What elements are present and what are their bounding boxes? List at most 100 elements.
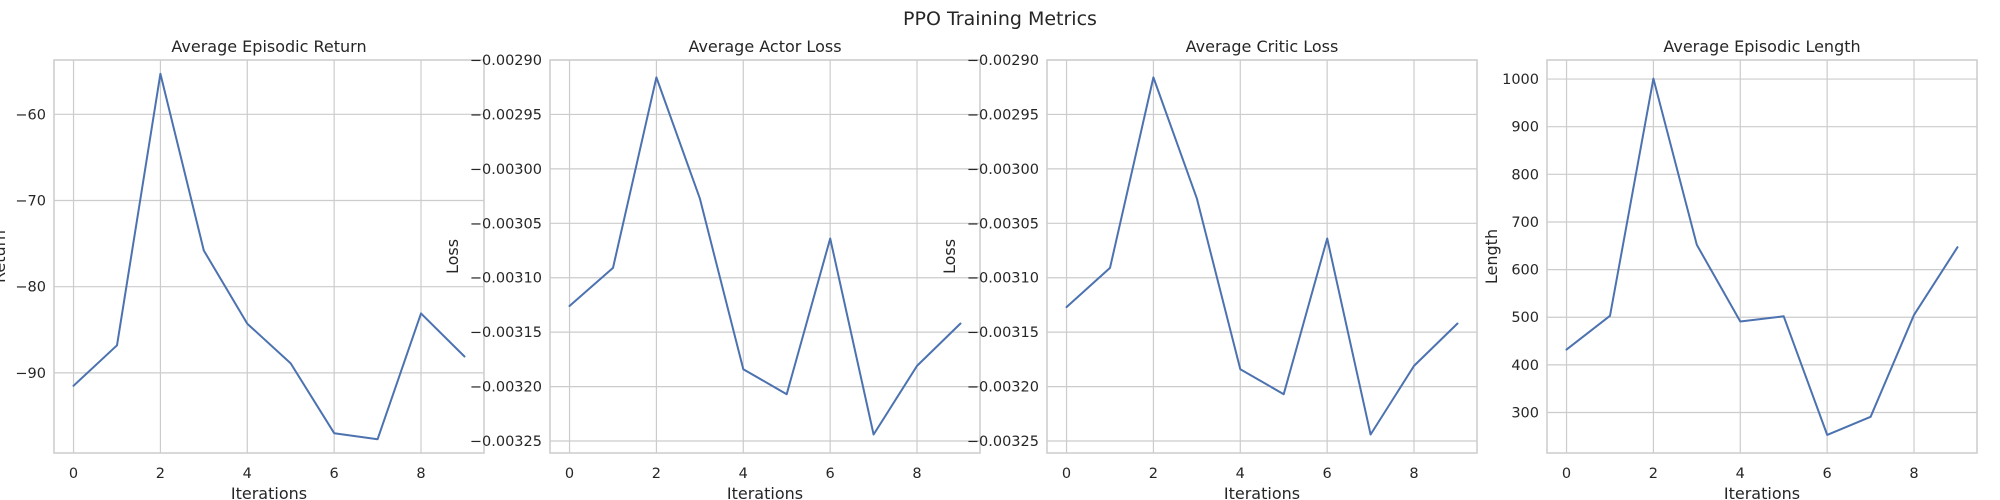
x-tick-label: 0 <box>1562 466 1571 482</box>
series-line <box>1065 76 1459 436</box>
subplot-1: 0 2 4 6 8 −90 −80 −70 −60 Average Episodic Return… <box>0 37 485 500</box>
x-tick-label: 8 <box>1409 466 1418 482</box>
y-tick-label: −0.00325 <box>967 434 1039 450</box>
data-point <box>1196 197 1198 199</box>
x-tick-label: 4 <box>1236 466 1245 482</box>
data-point <box>1413 365 1415 367</box>
y-tick-label: −0.00305 <box>470 216 542 232</box>
x-tick-label: 8 <box>912 466 921 482</box>
subplot-2: 0 2 4 6 8 −0.00325 −0.00320 −0.00315 −0.00310 −0.… <box>443 37 981 500</box>
subplot-3: 0 2 4 6 8 −0.00325 −0.00320 −0.00315 −0.00310 −0.… <box>940 37 1478 500</box>
axes-frame <box>53 59 485 454</box>
x-tick-label: 0 <box>69 466 78 482</box>
y-tick-label: −70 <box>15 193 46 209</box>
x-tick-label: 2 <box>1649 466 1658 482</box>
y-tick-label: −0.00300 <box>470 162 542 178</box>
x-tick-label: 2 <box>1149 466 1158 482</box>
subplots: 0 2 4 6 8 −90 −80 −70 −60 Average Episodic Return… <box>0 37 1978 500</box>
subplot-4: 0 2 4 6 8 300 400 500 600 700 800 900 1000 Average Ep… <box>1482 37 1978 500</box>
series-line <box>72 72 466 441</box>
data-point <box>959 322 961 324</box>
data-point <box>1696 244 1698 246</box>
y-axis-label: Loss <box>443 239 462 274</box>
data-point <box>742 368 744 370</box>
y-tick-label: 600 <box>1511 263 1539 279</box>
data-point <box>420 312 422 314</box>
axes-frame <box>549 59 981 454</box>
x-tick-label: 2 <box>156 466 165 482</box>
data-point <box>377 438 379 440</box>
data-point <box>699 197 701 199</box>
x-axis-label: Iterations <box>231 484 307 500</box>
y-tick-label: −90 <box>15 366 46 382</box>
y-tick-label: −60 <box>15 107 46 123</box>
x-tick-label: 6 <box>1323 466 1332 482</box>
x-tick-label: 4 <box>739 466 748 482</box>
data-point <box>786 393 788 395</box>
data-point <box>246 323 248 325</box>
y-tick-label: −0.00295 <box>470 107 542 123</box>
data-point <box>916 365 918 367</box>
data-point <box>1652 78 1654 80</box>
axes-frame <box>1046 59 1478 454</box>
x-tick-label: 4 <box>243 466 252 482</box>
y-tick-label: −0.00295 <box>967 107 1039 123</box>
data-point <box>655 76 657 78</box>
data-point <box>1066 306 1068 308</box>
y-tick-label: −0.00315 <box>470 325 542 341</box>
data-point <box>829 238 831 240</box>
x-tick-label: 0 <box>565 466 574 482</box>
x-tick-label: 2 <box>652 466 661 482</box>
y-tick-label: −0.00290 <box>470 53 542 69</box>
data-point <box>73 385 75 387</box>
x-axis-label: Iterations <box>727 484 803 500</box>
subplot-title: Average Episodic Length <box>1663 37 1860 56</box>
data-point <box>1566 349 1568 351</box>
data-point <box>1956 246 1958 248</box>
y-tick-label: 300 <box>1511 406 1539 422</box>
y-tick-label: −0.00320 <box>967 380 1039 396</box>
data-point <box>1609 315 1611 317</box>
data-point <box>1783 315 1785 317</box>
data-point <box>1152 76 1154 78</box>
x-tick-label: 6 <box>330 466 339 482</box>
data-point <box>159 73 161 75</box>
y-tick-label: 500 <box>1511 310 1539 326</box>
y-tick-label: 400 <box>1511 358 1539 374</box>
data-point <box>569 305 571 307</box>
data-point <box>333 432 335 434</box>
y-tick-label: −0.00310 <box>967 271 1039 287</box>
data-point <box>1370 433 1372 435</box>
y-tick-label: −0.00320 <box>470 380 542 396</box>
data-point <box>203 249 205 251</box>
y-tick-label: −0.00310 <box>470 271 542 287</box>
x-tick-label: 8 <box>416 466 425 482</box>
data-point <box>463 355 465 357</box>
y-tick-label: −0.00325 <box>470 434 542 450</box>
y-axis-label: Loss <box>940 239 959 274</box>
series-line <box>1565 77 1959 436</box>
data-point <box>1870 416 1872 418</box>
y-axis-label: Return <box>0 230 9 283</box>
x-tick-label: 0 <box>1062 466 1071 482</box>
y-tick-label: −0.00305 <box>967 216 1039 232</box>
data-point <box>116 344 118 346</box>
data-point <box>1913 314 1915 316</box>
data-point <box>873 433 875 435</box>
figure-title: PPO Training Metrics <box>903 8 1097 30</box>
y-tick-label: −0.00290 <box>967 53 1039 69</box>
x-tick-label: 6 <box>1823 466 1832 482</box>
x-axis-label: Iterations <box>1724 484 1800 500</box>
x-tick-label: 6 <box>826 466 835 482</box>
subplot-title: Average Actor Loss <box>688 37 841 56</box>
data-point <box>1283 393 1285 395</box>
data-point <box>1456 322 1458 324</box>
data-point <box>612 267 614 269</box>
data-point <box>290 362 292 364</box>
y-tick-label: −0.00300 <box>967 162 1039 178</box>
x-tick-label: 4 <box>1736 466 1745 482</box>
y-tick-label: −0.00315 <box>967 325 1039 341</box>
y-tick-label: 1000 <box>1502 72 1539 88</box>
x-axis-label: Iterations <box>1224 484 1300 500</box>
